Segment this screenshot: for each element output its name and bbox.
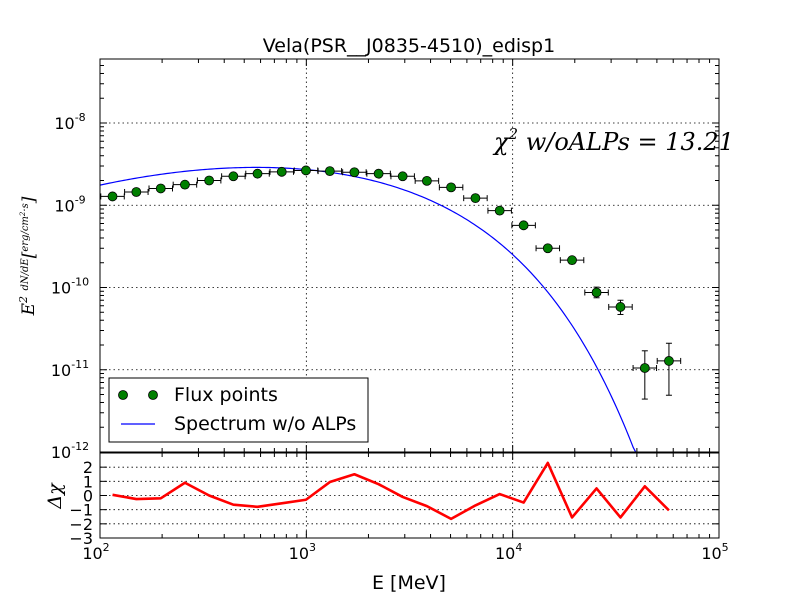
flux-point [591, 287, 602, 298]
y-tick-label: 10-9 [54, 193, 85, 215]
top-curve-layer [99, 166, 637, 453]
ylabel-cm-sup: 2 [19, 211, 27, 217]
legend-box [108, 377, 369, 443]
flux-point [542, 243, 553, 254]
chi-text: w/oALPs = 13.21 [518, 128, 734, 156]
ylabel-cm: cm [20, 216, 31, 231]
ylabel-slash: / [20, 270, 31, 276]
flux-point [252, 168, 263, 179]
y-tick-label: 10-8 [54, 111, 85, 133]
bottom-grid [100, 453, 719, 538]
flux-point [494, 205, 505, 216]
flux-point [204, 175, 215, 186]
chi-symbol: χ [492, 128, 510, 156]
chi-sup: 2 [508, 125, 519, 143]
flux-point [228, 171, 239, 182]
ylabel-erg: erg [20, 235, 31, 252]
flux-point [301, 165, 311, 176]
legend: Flux points Spectrum w/o ALPs [108, 377, 369, 443]
top-points-layer [100, 165, 682, 400]
bottom-y-tick-label: 2 [83, 458, 93, 477]
bottom-line-layer [112, 461, 670, 521]
residual-line [112, 461, 670, 521]
legend-marker-flux-2 [148, 390, 158, 400]
ylabel-dn: dN [20, 274, 31, 290]
x-tick-label: 104 [495, 541, 522, 563]
bottom-y-tick-label: 0 [83, 487, 93, 506]
x-axis-label: E [MeV] [372, 572, 446, 594]
legend-label-spectrum: Spectrum w/o ALPs [174, 413, 356, 435]
legend-marker-flux-1 [118, 390, 128, 400]
top-axes-frame [99, 58, 720, 453]
bottom-y-tick-label: −3 [69, 529, 93, 548]
x-tick-label: 102 [82, 541, 109, 563]
flux-point [639, 363, 650, 373]
flux-point [131, 187, 142, 197]
y-tick-label: 10-12 [51, 440, 89, 462]
y-axis-label: E2 dN/dE[erg/cm2·s] [17, 196, 39, 316]
spectrum-curve [99, 166, 637, 453]
flux-point [155, 183, 166, 194]
ylabel-sup2: 2 [17, 296, 30, 304]
x-tick-label: 103 [289, 541, 316, 563]
y-tick-label: 10-10 [51, 276, 89, 298]
top-ticks: 10-12 10-11 10-10 10-9 10-8 [51, 59, 720, 462]
bottom-y-tick-label: −2 [69, 515, 93, 534]
flux-point [446, 182, 456, 193]
bottom-y-tick-label: −1 [69, 501, 93, 520]
flux-point [615, 302, 626, 312]
flux-point [518, 220, 529, 231]
ylabel-s: s [20, 203, 31, 208]
flux-point [664, 356, 674, 366]
flux-point [567, 255, 577, 266]
flux-point [276, 166, 287, 177]
ylabel-e: E [19, 302, 39, 316]
flux-point [422, 175, 432, 186]
x-tick-label: 105 [701, 541, 728, 563]
flux-point [470, 193, 481, 204]
legend-label-flux-points: Flux points [174, 384, 278, 406]
bottom-y-tick-label: 1 [83, 472, 93, 491]
delta-chi-label: Δχ [44, 482, 66, 510]
flux-point [324, 166, 335, 177]
y-tick-label: 10-11 [51, 358, 89, 380]
svg-text:E2 dN/dE[erg/cm2·s]: E2 dN/dE[erg/cm2·s] [17, 196, 39, 316]
ylabel-de: dE [20, 258, 31, 272]
flux-point [349, 167, 360, 178]
chart-title: Vela(PSR__J0835-4510)_edisp1 [263, 35, 555, 57]
flux-point [373, 168, 384, 179]
chi-square-annotation: χ2 w/oALPs = 13.21 [492, 125, 734, 156]
flux-point [107, 191, 118, 202]
flux-point [397, 171, 408, 182]
flux-point [180, 179, 190, 190]
